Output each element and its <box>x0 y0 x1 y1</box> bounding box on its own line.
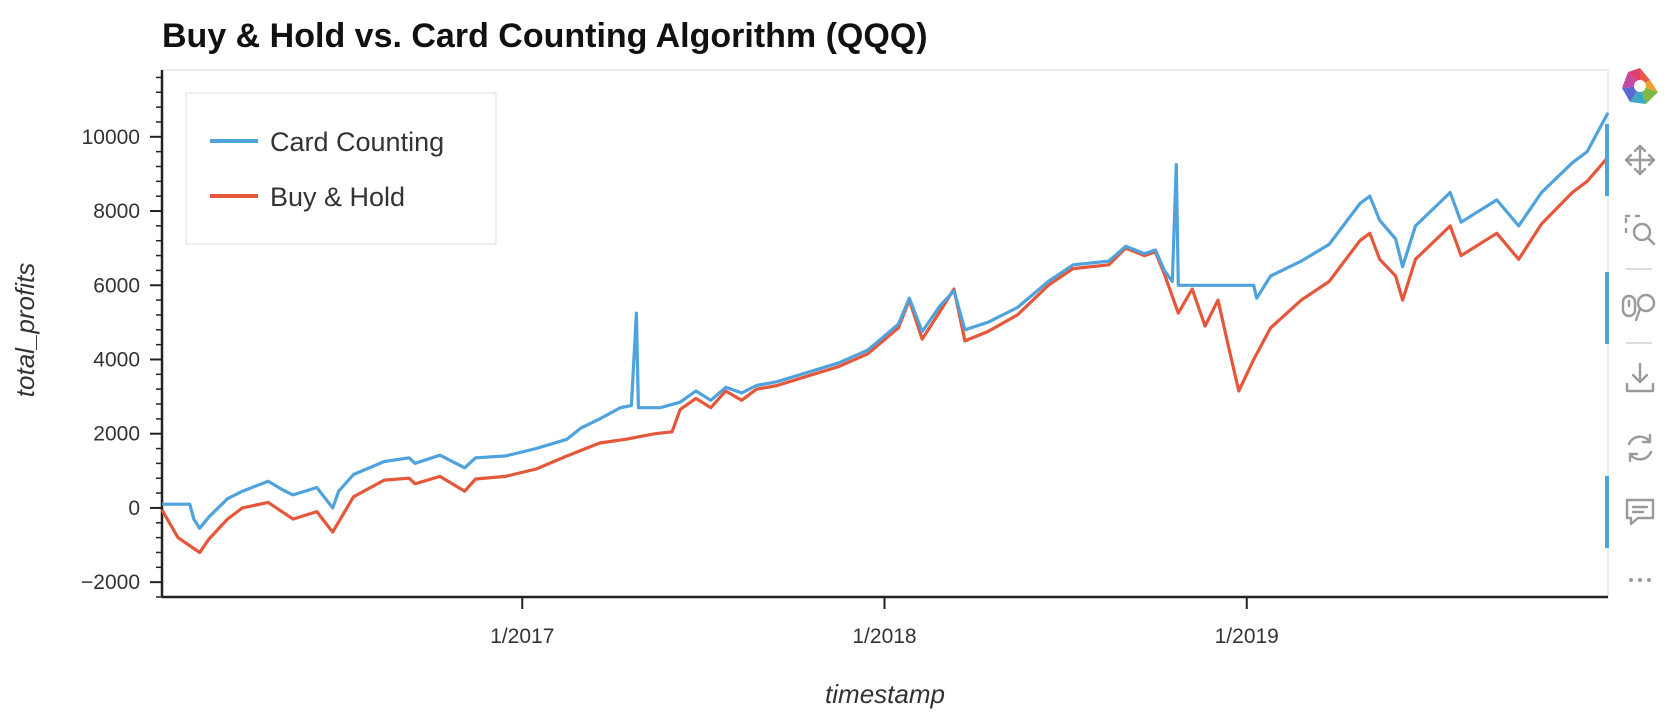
y-tick-label: 6000 <box>93 274 140 297</box>
toolbar-divider <box>1626 268 1652 270</box>
x-axis-label: timestamp <box>825 679 945 709</box>
wheel-zoom-icon[interactable] <box>1618 284 1662 328</box>
chart-toolbar <box>1604 58 1676 618</box>
y-tick-label: 10000 <box>82 126 140 149</box>
y-tick-label: 8000 <box>93 200 140 223</box>
legend-label-buy-hold: Buy & Hold <box>270 182 405 212</box>
box-zoom-icon[interactable] <box>1618 208 1662 252</box>
y-axis: −2000 0 2000 4000 6000 8000 10000 <box>81 70 164 598</box>
hover-active-indicator <box>1605 476 1609 548</box>
save-icon[interactable] <box>1618 356 1662 400</box>
x-tick-label: 1/2017 <box>490 625 554 648</box>
legend-label-card-counting: Card Counting <box>270 127 444 157</box>
y-axis-label: total_profits <box>10 263 40 397</box>
y-tick-label: 4000 <box>93 348 140 371</box>
chart-title: Buy & Hold vs. Card Counting Algorithm (… <box>162 17 928 55</box>
wheel-zoom-active-indicator <box>1605 272 1609 344</box>
legend: Card Counting Buy & Hold <box>185 92 497 245</box>
series-line-buy-hold <box>160 156 1610 555</box>
hover-icon[interactable] <box>1618 490 1662 534</box>
x-tick-label: 1/2019 <box>1215 625 1279 648</box>
reset-icon[interactable] <box>1618 426 1662 470</box>
bokeh-logo-icon[interactable] <box>1618 64 1662 108</box>
more-icon[interactable] <box>1618 558 1662 602</box>
y-tick-label: 0 <box>128 497 140 520</box>
pan-icon[interactable] <box>1618 138 1662 182</box>
x-axis: 1/2017 1/2018 1/2019 <box>162 595 1608 648</box>
y-tick-label: −2000 <box>81 571 140 594</box>
pan-active-indicator <box>1605 124 1609 196</box>
toolbar-divider <box>1626 342 1652 344</box>
series-line-card-counting <box>162 111 1610 530</box>
plot-area[interactable] <box>160 111 1610 555</box>
y-tick-label: 2000 <box>93 423 140 446</box>
legend-box <box>185 92 497 245</box>
x-tick-label: 1/2018 <box>852 625 916 648</box>
